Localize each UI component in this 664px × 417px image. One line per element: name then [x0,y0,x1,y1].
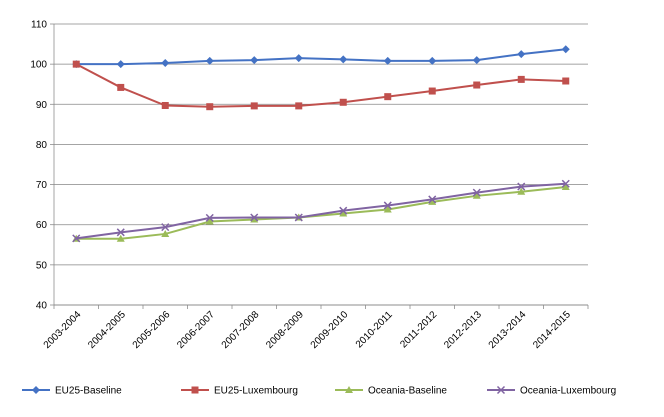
y-tick-label: 40 [36,301,48,312]
legend-item: Oceania-Luxembourg [487,386,616,397]
data-point [428,87,436,95]
series-oceania-baseline [72,182,570,242]
legend: EU25-Baseline EU25-Luxembourg Oceania-Base… [22,386,616,397]
series-oceania-luxembourg [72,179,570,243]
legend-marker [191,386,199,394]
y-tick-label: 110 [31,20,47,31]
data-point [428,197,437,205]
data-point [561,179,570,188]
data-point [250,56,259,65]
x-tick-label: 2010-2011 [354,309,395,350]
x-tick-label: 2014-2015 [531,309,573,351]
x-tick-label: 2009-2010 [309,309,351,351]
data-point [517,187,526,195]
legend-marker [32,386,40,394]
legend-item: EU25-Luxembourg [181,386,298,397]
data-point [517,75,525,83]
legend-label: Oceania-Baseline [368,386,447,397]
data-point [339,55,348,64]
data-point [205,213,214,222]
legend-marker [496,385,506,395]
legend-item: Oceania-Baseline [335,386,447,397]
data-point [517,50,526,59]
data-point [72,60,80,68]
data-point [294,213,303,222]
y-tick-label: 90 [36,100,48,111]
data-point [295,102,303,110]
data-point [250,215,259,223]
data-point [561,45,570,54]
legend-item: EU25-Baseline [22,386,122,397]
x-tick-label: 2011-2012 [398,309,439,350]
x-tick-label: 2005-2006 [131,309,173,351]
series-eu25-luxembourg [72,60,570,111]
series-line [76,185,566,240]
data-point [472,56,481,65]
data-point [116,228,125,237]
y-tick-label: 60 [36,220,48,231]
gridlines [54,23,588,306]
x-tick-label: 2003-2004 [42,309,84,351]
data-point [473,81,481,89]
series-line [76,48,566,66]
y-tick-label: 100 [30,60,47,71]
y-tick-label: 80 [36,140,48,151]
data-point [205,217,214,225]
data-point [339,206,348,215]
y-tick-label: 70 [36,180,48,191]
x-tick-label: 2006-2007 [175,309,217,351]
data-point [72,234,81,243]
data-point [250,102,258,110]
data-point [161,58,170,67]
legend-marker [345,386,353,393]
data-point [250,213,259,222]
series-lines [72,45,570,243]
data-point [206,103,214,111]
x-tick-label: 2013-2014 [487,309,529,351]
data-point [428,56,437,65]
data-point [161,229,170,237]
series-eu25-baseline [72,45,570,69]
data-point [205,56,214,65]
data-point [339,209,348,217]
data-point [294,54,303,63]
legend-label: Oceania-Luxembourg [520,386,616,397]
data-point [472,191,481,199]
data-point [384,93,392,101]
x-tick-label: 2012-2013 [442,309,484,351]
series-line [75,63,566,108]
data-point [517,182,526,191]
legend-label: EU25-Baseline [55,386,122,397]
data-point [428,195,437,204]
data-point [383,56,392,65]
series-line [76,182,566,240]
data-point [116,234,125,242]
data-point [383,205,392,213]
data-point [117,83,125,91]
axes: 40 50 60 70 80 90 100 110 2003-2004 2004-2005 2005… [30,20,589,351]
legend-label: EU25-Luxembourg [214,386,298,397]
data-point [383,201,392,210]
data-point [339,98,347,106]
x-tick-label: 2004-2005 [86,309,128,351]
data-point [561,182,570,190]
data-point [562,77,570,85]
data-point [161,223,170,232]
x-tick-label: 2008-2009 [264,309,306,351]
x-tick-label: 2007-2008 [220,309,262,351]
data-point [161,101,169,109]
data-point [472,188,481,197]
data-point [116,60,125,69]
y-tick-label: 50 [36,260,48,271]
